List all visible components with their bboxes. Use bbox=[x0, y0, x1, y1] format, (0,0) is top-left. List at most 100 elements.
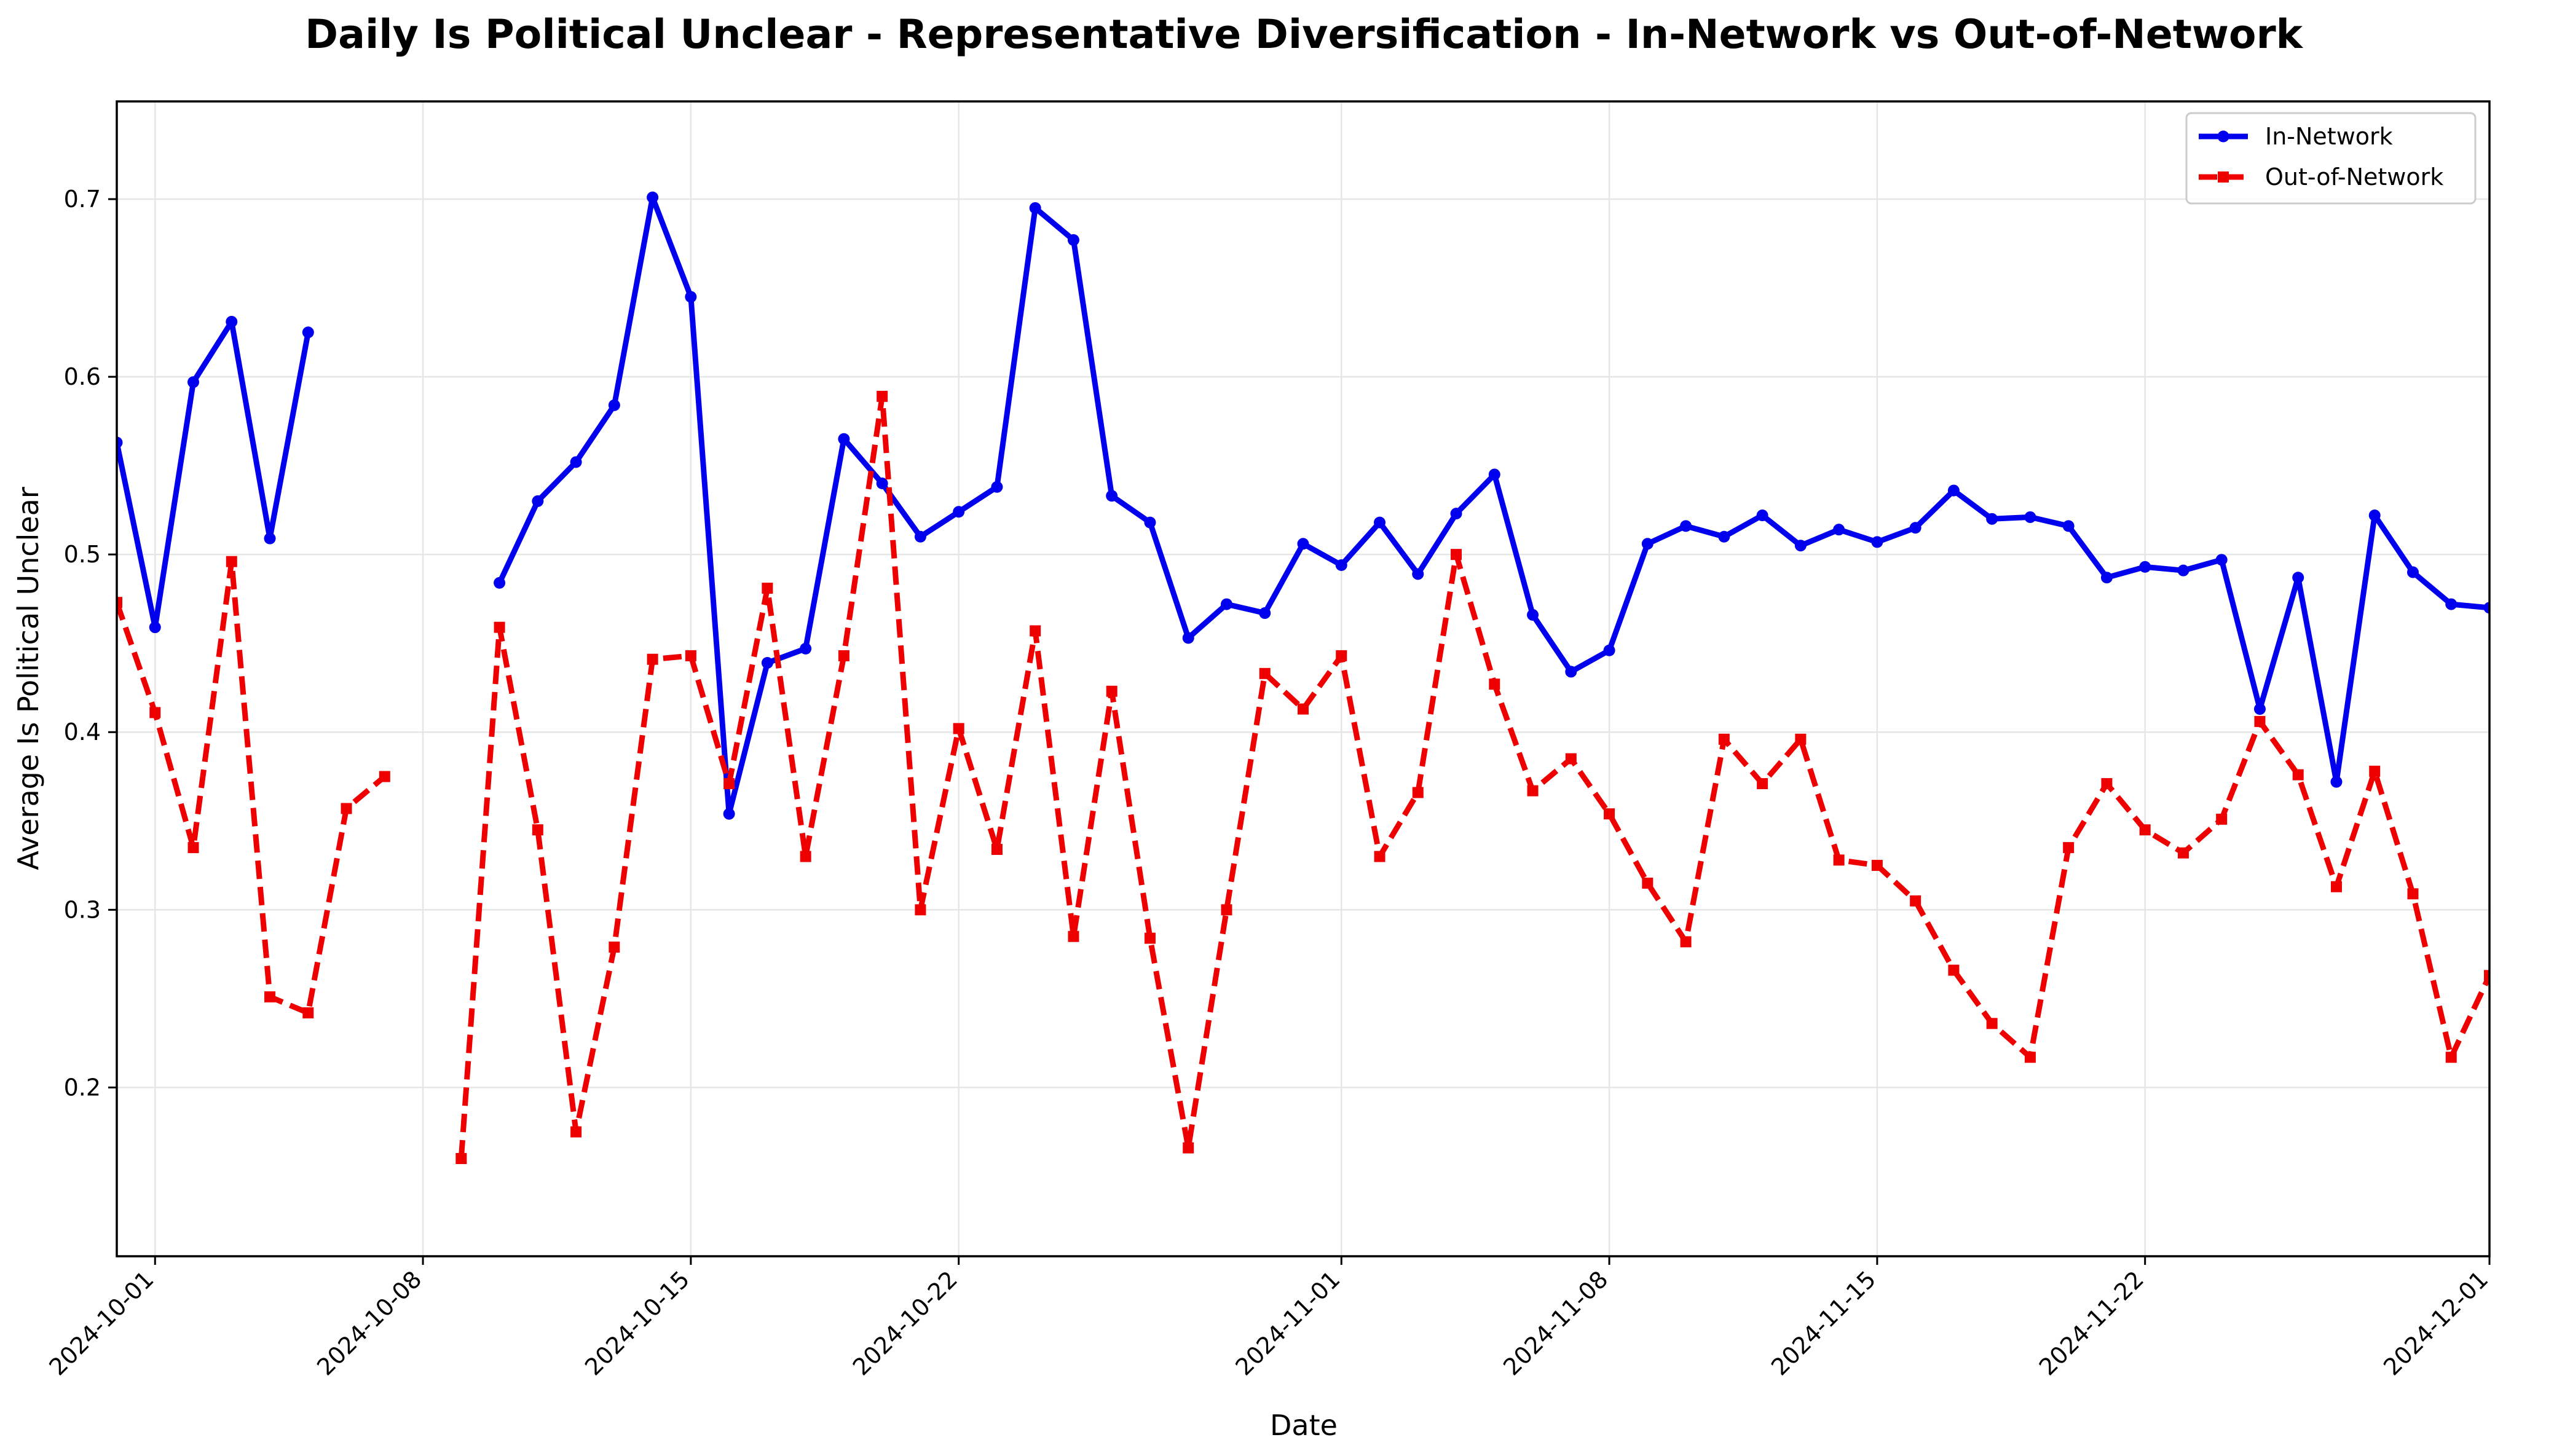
data-point bbox=[2445, 1052, 2457, 1063]
data-point bbox=[915, 904, 926, 916]
data-point bbox=[1527, 785, 1539, 797]
data-point bbox=[2368, 510, 2381, 522]
data-point bbox=[1948, 964, 1960, 976]
y-tick-label: 0.2 bbox=[64, 1074, 101, 1101]
data-point bbox=[1642, 877, 1653, 889]
data-point bbox=[1565, 753, 1577, 765]
data-point bbox=[1909, 522, 1922, 534]
data-point bbox=[1527, 608, 1539, 621]
data-point bbox=[187, 842, 199, 854]
data-point bbox=[2100, 572, 2113, 584]
data-point bbox=[877, 390, 888, 402]
data-point bbox=[876, 478, 888, 490]
data-point bbox=[1871, 860, 1883, 872]
data-point bbox=[379, 771, 390, 782]
data-point bbox=[226, 556, 237, 567]
data-point bbox=[1488, 468, 1500, 481]
data-point bbox=[1182, 632, 1194, 644]
data-point bbox=[2139, 561, 2151, 573]
y-tick-label: 0.4 bbox=[64, 718, 101, 746]
data-point bbox=[1489, 679, 1500, 690]
grid-lines bbox=[117, 101, 2491, 1256]
data-point bbox=[1298, 703, 1309, 715]
data-point bbox=[302, 326, 314, 339]
data-point bbox=[1297, 538, 1309, 550]
data-point bbox=[2139, 824, 2151, 836]
data-point bbox=[149, 707, 161, 718]
data-point bbox=[1106, 685, 1117, 697]
data-point bbox=[762, 583, 773, 594]
series-out-of-network bbox=[117, 390, 2489, 1165]
data-point bbox=[1604, 808, 1615, 820]
data-point bbox=[1374, 516, 1386, 529]
data-point bbox=[1871, 536, 1883, 548]
data-point bbox=[1336, 650, 1347, 661]
plot-frame bbox=[116, 100, 2491, 1257]
data-point bbox=[1144, 932, 1156, 944]
data-point bbox=[1068, 931, 1079, 942]
data-point bbox=[608, 399, 620, 411]
legend-label: In-Network bbox=[2265, 123, 2393, 150]
data-point bbox=[1680, 520, 1692, 532]
data-point bbox=[341, 803, 352, 814]
data-point bbox=[1986, 513, 1998, 525]
data-point bbox=[1221, 904, 1232, 916]
data-point bbox=[1106, 490, 1118, 502]
legend-box bbox=[2185, 112, 2477, 205]
data-point bbox=[1067, 234, 1079, 246]
data-point bbox=[1795, 733, 1807, 745]
data-point bbox=[1756, 510, 1768, 522]
data-point bbox=[647, 653, 658, 665]
data-point bbox=[838, 433, 850, 445]
data-point bbox=[570, 1126, 582, 1138]
data-point bbox=[117, 436, 123, 449]
data-point bbox=[1259, 607, 1271, 620]
data-point bbox=[2407, 888, 2419, 900]
data-point bbox=[1641, 538, 1653, 550]
data-point bbox=[1718, 733, 1730, 745]
data-point bbox=[2254, 715, 2266, 727]
data-point bbox=[494, 621, 505, 633]
data-point bbox=[647, 191, 659, 203]
data-point bbox=[1412, 568, 1424, 580]
data-point bbox=[455, 1153, 467, 1165]
data-point bbox=[991, 481, 1003, 493]
data-point bbox=[2330, 881, 2342, 892]
y-tick-label: 0.5 bbox=[64, 541, 101, 568]
data-point bbox=[570, 456, 582, 468]
data-point bbox=[264, 532, 276, 545]
data-point bbox=[1794, 540, 1807, 552]
y-axis-label: Average Is Political Unclear bbox=[12, 487, 45, 870]
y-tick-label: 0.7 bbox=[64, 186, 101, 213]
data-point bbox=[1565, 666, 1577, 678]
chart-title: Daily Is Political Unclear - Representat… bbox=[305, 12, 2303, 58]
data-point bbox=[1144, 516, 1156, 529]
series-in-network bbox=[117, 191, 2489, 820]
data-point bbox=[264, 991, 276, 1002]
data-point bbox=[2215, 554, 2228, 566]
data-point bbox=[1757, 778, 1768, 790]
data-point bbox=[953, 506, 965, 518]
data-point bbox=[2253, 703, 2266, 715]
data-point bbox=[914, 530, 926, 543]
data-point bbox=[800, 642, 812, 655]
data-point bbox=[2445, 598, 2458, 610]
data-point bbox=[2101, 778, 2113, 790]
data-point bbox=[2330, 776, 2343, 788]
data-point bbox=[302, 1007, 314, 1018]
x-axis-label: Date bbox=[1270, 1409, 1338, 1442]
data-point bbox=[2406, 566, 2419, 578]
data-point bbox=[1451, 549, 1462, 561]
data-point bbox=[1412, 787, 1424, 798]
data-point bbox=[1030, 625, 1041, 637]
y-tick-label: 0.6 bbox=[64, 363, 101, 390]
legend-marker bbox=[2218, 171, 2229, 183]
data-point bbox=[1374, 851, 1385, 862]
data-point bbox=[494, 576, 506, 589]
data-point bbox=[2024, 1052, 2036, 1063]
data-point bbox=[2024, 511, 2036, 523]
data-point bbox=[2292, 769, 2304, 781]
legend: In-Network Out-of-Network bbox=[2185, 112, 2477, 205]
